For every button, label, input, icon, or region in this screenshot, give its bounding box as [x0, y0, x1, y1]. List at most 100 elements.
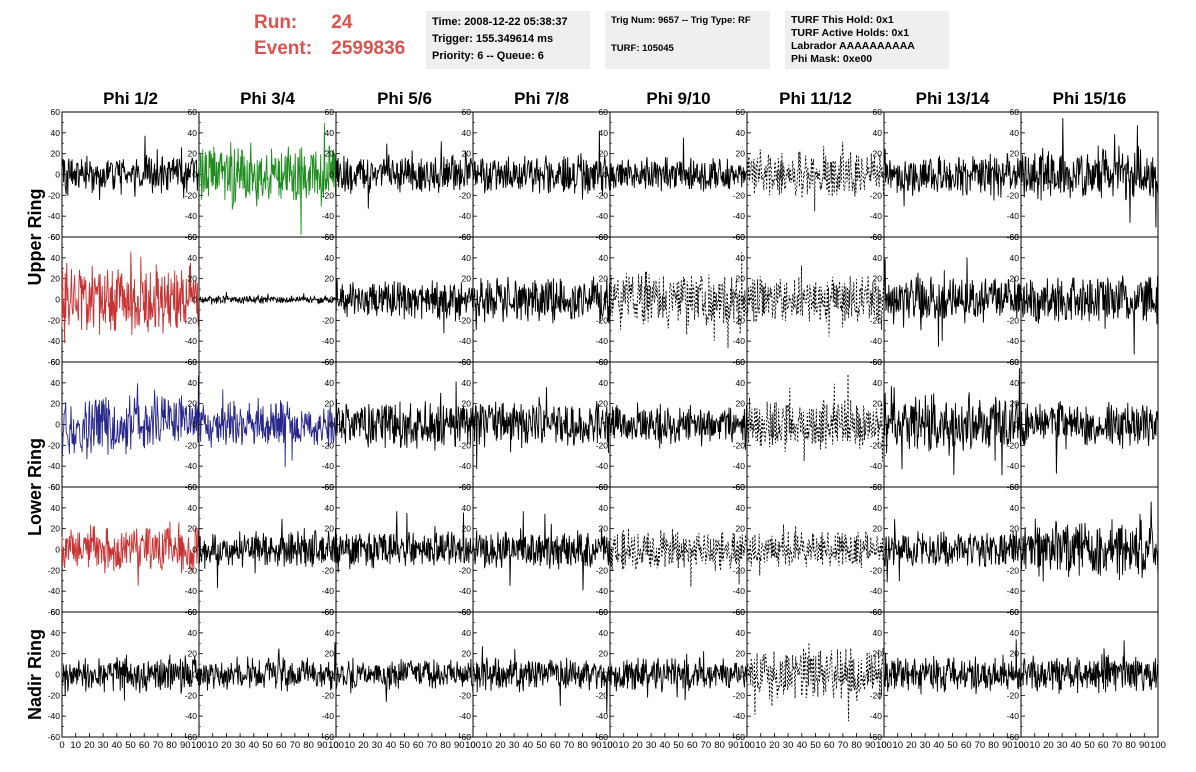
y-tick-label: -20	[459, 690, 472, 700]
y-tick-label: -40	[322, 711, 335, 721]
y-tick-label: 20	[462, 649, 472, 659]
x-tick-label: 70	[701, 740, 712, 751]
y-tick-label: -40	[1007, 711, 1020, 721]
x-tick-label: 50	[947, 740, 958, 751]
x-tick-label: 0	[196, 740, 201, 751]
waveform-trace	[609, 402, 748, 451]
event-row: Event: 2599836	[254, 36, 405, 62]
x-tick-label: 30	[783, 740, 794, 751]
x-tick-label: 10	[1029, 740, 1040, 751]
event-value: 2599836	[331, 38, 406, 59]
y-tick-label: 0	[466, 295, 471, 305]
y-tick-label: 0	[740, 545, 745, 555]
y-tick-label: 20	[1010, 399, 1020, 409]
x-tick-label: 80	[166, 740, 177, 751]
y-tick-label: -20	[322, 190, 335, 200]
x-tick-label: 0	[1018, 740, 1023, 751]
x-tick-label: 100	[876, 740, 892, 751]
column-header-3: Phi 5/6	[377, 89, 432, 108]
y-tick-label: 40	[1010, 628, 1020, 638]
y-tick-label: 0	[740, 295, 745, 305]
y-tick-label: 40	[462, 128, 472, 138]
waveform-trace	[61, 521, 200, 586]
x-tick-label: 70	[975, 740, 986, 751]
y-tick-label: 40	[736, 378, 746, 388]
x-tick-label: 90	[317, 740, 328, 751]
x-tick-label: 10	[618, 740, 629, 751]
y-tick-label: 0	[55, 670, 60, 680]
y-tick-label: -20	[870, 440, 883, 450]
waveform-trace	[472, 276, 611, 331]
x-tick-label: 0	[333, 740, 338, 751]
x-tick-label: 10	[70, 740, 81, 751]
x-tick-label: 20	[906, 740, 917, 751]
y-tick-label: 0	[1014, 170, 1019, 180]
y-tick-label: 0	[55, 295, 60, 305]
y-tick-label: -20	[596, 440, 609, 450]
x-tick-label: 20	[495, 740, 506, 751]
x-tick-label: 60	[961, 740, 972, 751]
y-tick-label: -20	[733, 315, 746, 325]
y-tick-label: -40	[185, 711, 198, 721]
waveform-trace	[335, 657, 474, 702]
y-tick-label: -40	[733, 461, 746, 471]
y-tick-label: 60	[462, 607, 472, 617]
y-tick-label: 0	[329, 170, 334, 180]
y-tick-label: -20	[459, 190, 472, 200]
turf-hold-line: TURF This Hold: 0x1	[791, 14, 894, 26]
y-tick-label: 20	[462, 524, 472, 534]
y-tick-label: 20	[51, 649, 61, 659]
column-header-5: Phi 9/10	[646, 89, 710, 108]
y-tick-label: 40	[51, 378, 61, 388]
x-tick-label: 50	[125, 740, 136, 751]
y-tick-label: 0	[740, 170, 745, 180]
time-info-box: Time: 2008-12-22 05:38:37 Trigger: 155.3…	[426, 11, 590, 69]
y-tick-label: 20	[51, 524, 61, 534]
x-tick-label: 100	[191, 740, 207, 751]
waveform-trace	[746, 642, 885, 722]
y-tick-label: 40	[325, 503, 335, 513]
y-tick-label: 20	[462, 149, 472, 159]
waveform-trace	[746, 265, 885, 337]
y-tick-label: -20	[185, 190, 198, 200]
y-tick-label: -40	[185, 336, 198, 346]
y-tick-label: 0	[192, 170, 197, 180]
column-header-2: Phi 3/4	[240, 89, 295, 108]
x-tick-label: 90	[454, 740, 465, 751]
x-tick-label: 70	[1112, 740, 1123, 751]
y-tick-label: 20	[325, 399, 335, 409]
y-tick-label: -60	[48, 607, 61, 617]
y-tick-label: 60	[599, 357, 609, 367]
x-tick-label: 100	[465, 740, 481, 751]
y-tick-label: -20	[322, 565, 335, 575]
x-tick-label: 70	[564, 740, 575, 751]
y-tick-label: -20	[48, 440, 61, 450]
waveform-trace	[472, 511, 611, 591]
x-tick-label: 20	[221, 740, 232, 751]
y-tick-label: -60	[459, 732, 472, 742]
y-tick-label: 0	[55, 170, 60, 180]
y-tick-label: -40	[459, 711, 472, 721]
run-event-info: Run: 24 Event: 2599836	[254, 10, 405, 62]
y-tick-label: -40	[48, 711, 61, 721]
y-tick-label: 60	[188, 232, 198, 242]
run-value: 24	[331, 12, 353, 33]
y-tick-label: 20	[873, 149, 883, 159]
y-tick-label: -20	[870, 315, 883, 325]
x-tick-label: 0	[59, 740, 64, 751]
y-tick-label: 40	[873, 628, 883, 638]
y-tick-label: -40	[870, 711, 883, 721]
y-tick-label: -40	[48, 211, 61, 221]
waveform-trace	[198, 389, 337, 468]
y-tick-label: -40	[322, 586, 335, 596]
x-tick-label: 90	[1002, 740, 1013, 751]
waveform-trace	[746, 524, 885, 576]
y-tick-label: -20	[596, 315, 609, 325]
y-tick-label: 20	[873, 649, 883, 659]
y-tick-label: -40	[1007, 461, 1020, 471]
y-tick-label: 40	[462, 253, 472, 263]
x-tick-label: 70	[290, 740, 301, 751]
y-tick-label: 20	[51, 399, 61, 409]
y-tick-label: 20	[736, 399, 746, 409]
x-tick-label: 100	[602, 740, 618, 751]
